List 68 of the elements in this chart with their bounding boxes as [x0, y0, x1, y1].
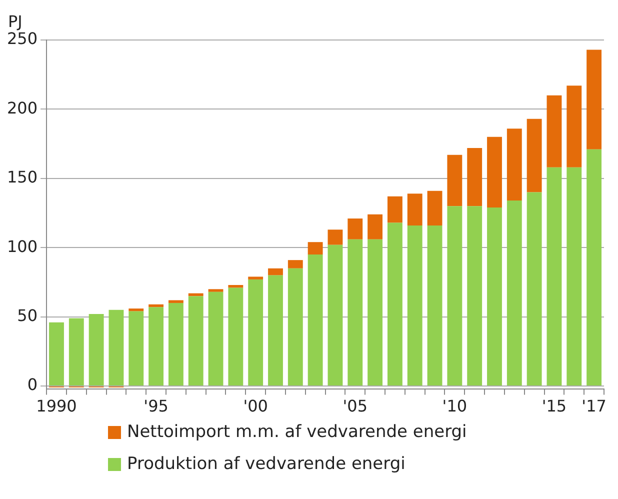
- bar: [188, 296, 204, 386]
- bar: [288, 268, 303, 386]
- bar: [268, 268, 283, 276]
- bar: [108, 310, 124, 386]
- y-tick-label: 100: [6, 236, 38, 256]
- bar: [526, 118, 542, 192]
- bar: [188, 293, 204, 296]
- x-tick-label: '00: [243, 396, 268, 416]
- bar: [228, 288, 244, 386]
- bar: [487, 207, 502, 386]
- bar: [487, 136, 502, 208]
- bar: [88, 314, 104, 386]
- bar: [566, 86, 582, 168]
- bar: [407, 225, 422, 386]
- y-tick-label: 0: [27, 375, 38, 394]
- bar: [467, 206, 482, 386]
- bar: [248, 279, 264, 386]
- bar: [467, 148, 482, 206]
- bar: [328, 244, 343, 386]
- x-tick-label: 1990: [36, 396, 77, 416]
- bar: [526, 192, 542, 386]
- x-tick-label: '17: [582, 396, 606, 416]
- x-tick-label: '15: [542, 396, 567, 416]
- bar: [168, 300, 184, 303]
- y-tick-label: 200: [6, 98, 38, 118]
- bar: [148, 307, 164, 386]
- bar: [49, 322, 64, 386]
- x-tick-label: '05: [342, 396, 368, 416]
- bar: [328, 230, 343, 245]
- bar: [546, 167, 562, 386]
- bar: [208, 289, 224, 292]
- bar: [308, 242, 323, 255]
- bar: [586, 149, 602, 386]
- legend-label: Nettoimport m.m. af vedvarende energi: [127, 422, 467, 442]
- bar: [546, 95, 562, 168]
- bar: [228, 284, 244, 288]
- bar: [148, 304, 164, 308]
- bar: [208, 292, 224, 386]
- x-tick-label: '10: [442, 396, 468, 416]
- bar: [288, 260, 303, 268]
- bar: [427, 225, 442, 386]
- y-tick-label: 50: [17, 306, 38, 325]
- bar: [586, 50, 602, 150]
- bar: [506, 200, 522, 386]
- bar: [248, 276, 264, 280]
- bar: [427, 190, 442, 226]
- bar: [268, 275, 283, 386]
- bar: [168, 302, 184, 386]
- y-axis-title: PJ: [8, 12, 22, 31]
- bar: [68, 318, 84, 386]
- bar: [407, 194, 422, 226]
- bar: [128, 308, 144, 312]
- bar: [387, 222, 402, 386]
- x-tick-label: '95: [144, 396, 168, 416]
- y-tick-label: 150: [6, 168, 38, 187]
- bar: [348, 239, 363, 386]
- bar: [348, 218, 363, 240]
- bar: [128, 311, 144, 386]
- bar: [308, 254, 323, 386]
- legend-label: Produktion af vedvarende energi: [127, 454, 406, 474]
- bar: [368, 214, 383, 240]
- y-tick-label: 250: [6, 29, 38, 48]
- bar: [447, 206, 462, 386]
- bar: [566, 167, 582, 386]
- bar: [506, 128, 522, 201]
- bar: [387, 196, 402, 223]
- bar: [368, 239, 383, 386]
- bar: [447, 154, 462, 206]
